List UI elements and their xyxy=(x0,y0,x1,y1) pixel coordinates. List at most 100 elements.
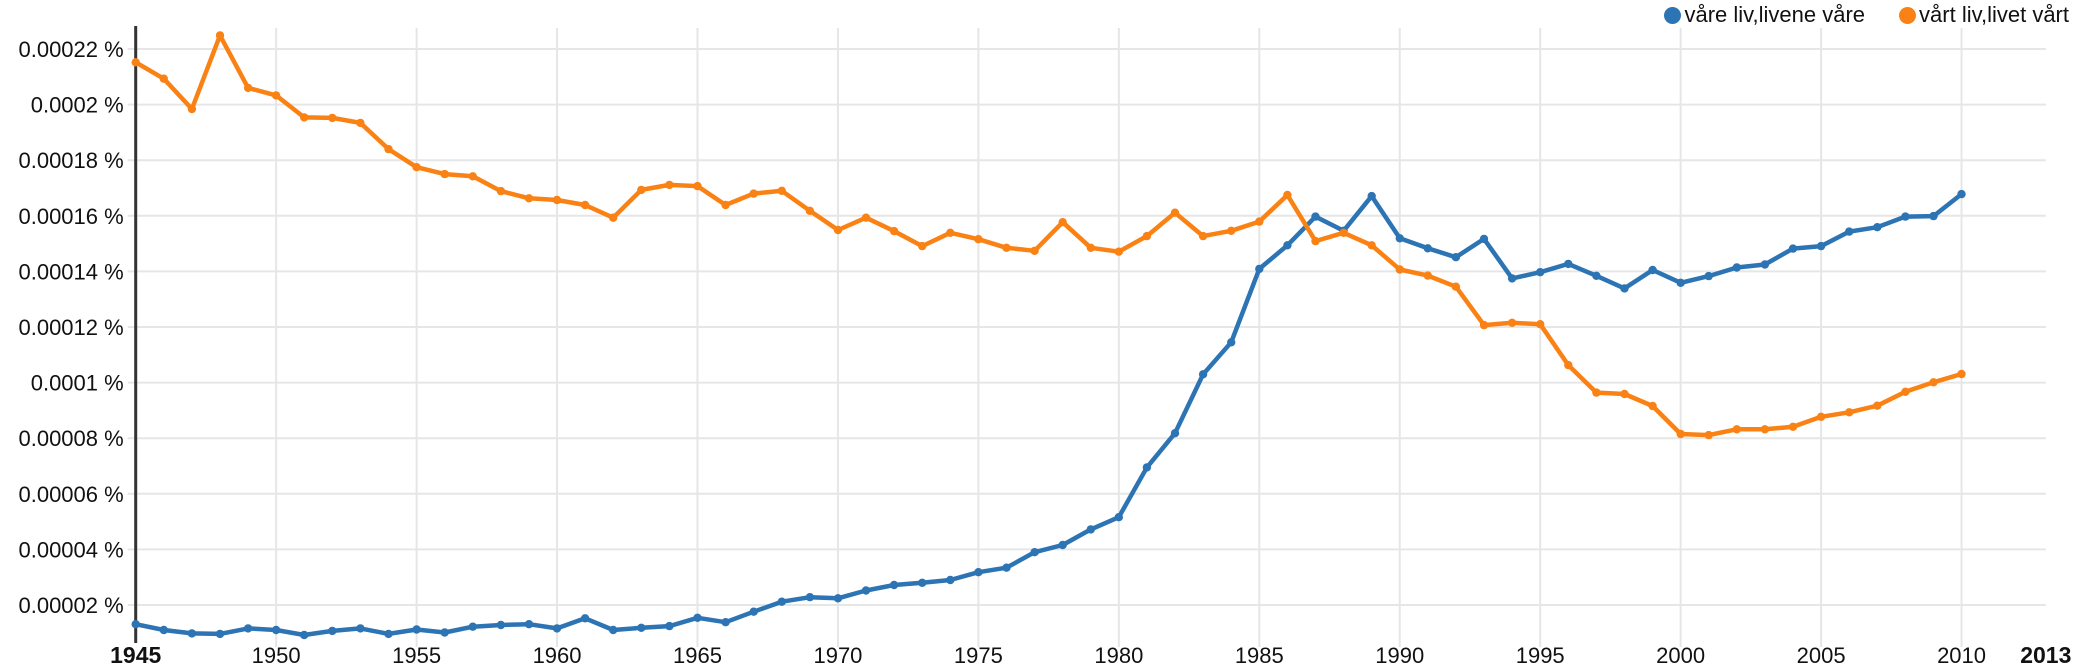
data-point[interactable] xyxy=(1114,513,1124,522)
data-point[interactable] xyxy=(1788,244,1798,253)
series-line-vare-liv[interactable] xyxy=(133,191,1964,638)
data-point[interactable] xyxy=(328,626,337,636)
data-point[interactable] xyxy=(1929,378,1938,387)
data-point[interactable] xyxy=(721,618,730,627)
data-point[interactable] xyxy=(1901,387,1910,396)
data-point[interactable] xyxy=(946,228,955,237)
legend-item-vare-liv[interactable]: våre liv,livene våre xyxy=(1664,2,1865,28)
data-point[interactable] xyxy=(1873,223,1882,232)
data-point[interactable] xyxy=(1676,278,1685,287)
data-point[interactable] xyxy=(524,194,534,203)
data-point[interactable] xyxy=(187,629,197,638)
data-point[interactable] xyxy=(1255,217,1264,226)
data-point[interactable] xyxy=(609,213,618,222)
data-point[interactable] xyxy=(1367,191,1376,201)
data-point[interactable] xyxy=(946,575,955,585)
data-point[interactable] xyxy=(1676,429,1685,439)
data-point[interactable] xyxy=(918,241,927,251)
data-point[interactable] xyxy=(749,189,758,198)
data-point[interactable] xyxy=(1507,274,1517,283)
data-point[interactable] xyxy=(1339,228,1348,237)
data-point[interactable] xyxy=(1058,540,1067,550)
data-point[interactable] xyxy=(243,624,253,633)
data-point[interactable] xyxy=(1283,190,1292,200)
data-point[interactable] xyxy=(861,213,871,222)
data-point[interactable] xyxy=(1002,563,1011,572)
data-point[interactable] xyxy=(805,593,815,602)
data-point[interactable] xyxy=(468,172,477,181)
data-point[interactable] xyxy=(1479,320,1489,330)
data-point[interactable] xyxy=(1507,318,1517,327)
data-point[interactable] xyxy=(580,200,590,210)
data-point[interactable] xyxy=(552,195,562,205)
data-point[interactable] xyxy=(1929,211,1938,221)
data-point[interactable] xyxy=(1592,271,1601,280)
data-point[interactable] xyxy=(665,621,674,631)
data-point[interactable] xyxy=(1423,271,1433,280)
data-point[interactable] xyxy=(1227,338,1236,347)
data-point[interactable] xyxy=(693,181,702,191)
data-point[interactable] xyxy=(1311,212,1320,221)
data-point[interactable] xyxy=(1592,388,1601,397)
data-point[interactable] xyxy=(159,74,168,83)
data-point[interactable] xyxy=(1564,360,1573,370)
data-point[interactable] xyxy=(1788,422,1798,431)
data-point[interactable] xyxy=(1395,265,1405,274)
data-point[interactable] xyxy=(1648,265,1657,275)
data-point[interactable] xyxy=(1198,370,1208,379)
data-point[interactable] xyxy=(1255,264,1264,274)
data-point[interactable] xyxy=(1845,227,1854,236)
data-point[interactable] xyxy=(777,597,786,606)
legend-item-vart-liv[interactable]: vårt liv,livet vårt xyxy=(1899,2,2069,28)
data-point[interactable] xyxy=(159,625,168,635)
data-point[interactable] xyxy=(637,623,646,632)
data-point[interactable] xyxy=(1002,243,1011,252)
data-point[interactable] xyxy=(1873,401,1882,410)
data-point[interactable] xyxy=(131,620,140,629)
data-point[interactable] xyxy=(384,144,393,154)
data-point[interactable] xyxy=(552,624,562,633)
data-point[interactable] xyxy=(271,91,281,100)
data-point[interactable] xyxy=(1198,231,1208,241)
data-point[interactable] xyxy=(805,206,815,215)
data-point[interactable] xyxy=(356,624,365,633)
data-point[interactable] xyxy=(1760,260,1770,269)
data-point[interactable] xyxy=(412,163,421,172)
data-point[interactable] xyxy=(974,568,983,577)
data-point[interactable] xyxy=(1479,234,1489,244)
data-point[interactable] xyxy=(187,104,197,114)
data-point[interactable] xyxy=(974,235,983,244)
data-point[interactable] xyxy=(440,169,449,179)
data-point[interactable] xyxy=(356,118,365,128)
data-point[interactable] xyxy=(1957,189,1966,199)
data-point[interactable] xyxy=(1283,241,1292,250)
data-point[interactable] xyxy=(833,594,843,603)
data-point[interactable] xyxy=(1816,241,1826,251)
data-point[interactable] xyxy=(215,31,225,40)
data-point[interactable] xyxy=(1423,244,1433,253)
data-point[interactable] xyxy=(721,200,730,210)
data-point[interactable] xyxy=(300,630,309,640)
data-point[interactable] xyxy=(777,186,786,195)
data-point[interactable] xyxy=(918,578,927,587)
data-point[interactable] xyxy=(440,628,449,637)
data-point[interactable] xyxy=(1536,320,1545,329)
data-point[interactable] xyxy=(1170,208,1180,217)
data-point[interactable] xyxy=(1536,268,1545,277)
data-point[interactable] xyxy=(1648,401,1657,411)
data-point[interactable] xyxy=(1367,241,1376,250)
data-point[interactable] xyxy=(1732,425,1742,434)
data-point[interactable] xyxy=(1451,253,1461,262)
data-point[interactable] xyxy=(1030,548,1039,557)
data-point[interactable] xyxy=(693,613,702,622)
data-point[interactable] xyxy=(524,620,534,629)
data-point[interactable] xyxy=(1114,247,1124,256)
series-line-vart-liv[interactable] xyxy=(133,33,1964,438)
data-point[interactable] xyxy=(1732,263,1742,272)
data-point[interactable] xyxy=(328,113,337,123)
data-point[interactable] xyxy=(1395,234,1405,243)
data-point[interactable] xyxy=(1451,282,1461,291)
data-point[interactable] xyxy=(131,58,140,67)
data-point[interactable] xyxy=(1030,246,1039,255)
